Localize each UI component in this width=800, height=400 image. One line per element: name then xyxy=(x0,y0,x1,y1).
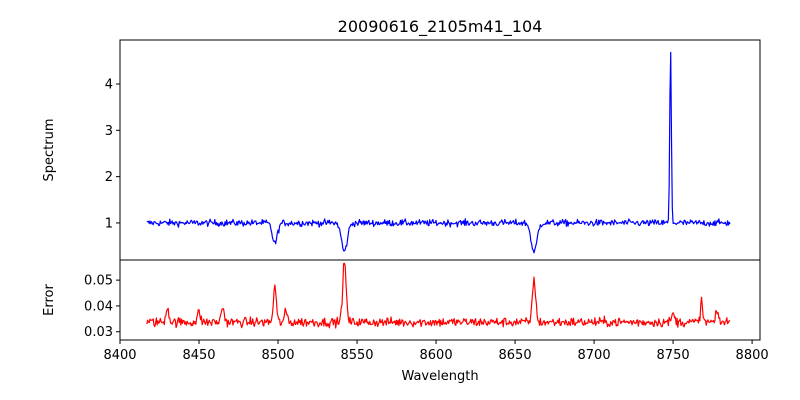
error-marks xyxy=(146,262,731,329)
x-tick-label: 8700 xyxy=(578,348,611,363)
error-y-tick-label: 0.05 xyxy=(84,274,113,289)
x-tick-label: 8550 xyxy=(340,348,373,363)
error-x-ticks: 8400 8450 8500 8550 8600 8650 8700 8750 8800 xyxy=(103,340,769,363)
error-y-tick-label: 0.04 xyxy=(84,299,113,314)
x-tick-label: 8800 xyxy=(736,348,769,363)
error-y-tick-label: 0.03 xyxy=(84,325,113,340)
error-axes-frame xyxy=(119,259,761,341)
spectrum-y-tick-label: 3 xyxy=(105,124,113,139)
spectrum-y-axis-label: Spectrum xyxy=(42,119,57,182)
x-tick-label: 8400 xyxy=(103,348,136,363)
x-tick-label: 8600 xyxy=(420,348,453,363)
chart-title: 20090616_2105m41_104 xyxy=(338,17,543,37)
error-y-axis-label: Error xyxy=(42,284,57,316)
x-tick-label: 8650 xyxy=(499,348,532,363)
spectrum-series-line xyxy=(146,51,731,254)
x-tick-label: 8450 xyxy=(182,348,215,363)
error-y-ticks: 0.03 0.04 0.05 xyxy=(84,274,120,340)
x-tick-label: 8500 xyxy=(261,348,294,363)
spectrum-y-tick-label: 4 xyxy=(105,78,113,93)
spectrum-y-ticks: 1 2 3 4 xyxy=(105,78,120,231)
spectrum-panel: 1 2 3 4 Spectrum xyxy=(42,39,761,261)
spectrum-y-tick-label: 1 xyxy=(105,216,113,231)
error-series-line xyxy=(146,262,731,329)
x-tick-label: 8750 xyxy=(657,348,690,363)
error-panel: 0.03 0.04 0.05 8400 8450 8500 8550 8600 8650 870… xyxy=(42,259,769,384)
spectrum-marks xyxy=(146,51,731,254)
x-axis-label: Wavelength xyxy=(401,369,478,384)
spectrum-y-tick-label: 2 xyxy=(105,170,113,185)
